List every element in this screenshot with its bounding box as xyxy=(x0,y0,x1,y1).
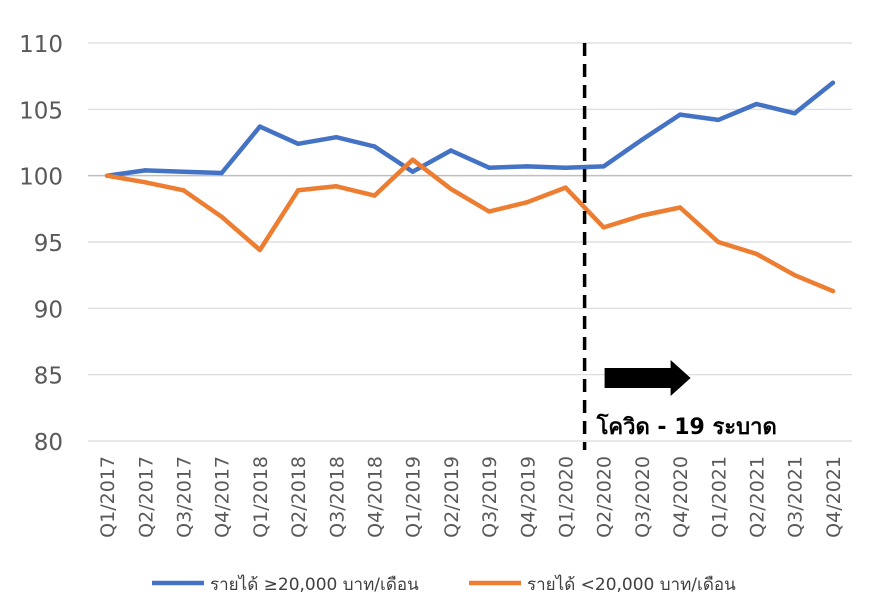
data-point xyxy=(754,101,759,107)
data-point xyxy=(792,111,797,116)
x-tick-label: Q3/2020 xyxy=(632,456,654,538)
x-tick-label: Q4/2021 xyxy=(823,456,845,538)
y-tick-label: 110 xyxy=(19,32,63,58)
data-point xyxy=(716,117,721,123)
data-point xyxy=(219,170,224,176)
x-tick-label: Q1/2017 xyxy=(97,456,119,538)
x-tick-label: Q3/2021 xyxy=(785,456,807,538)
legend: รายได้ ≥20,000 บาท/เดือน รายได้ <20,000 บ… xyxy=(152,574,736,595)
y-tick-label: 105 xyxy=(19,98,63,124)
data-point xyxy=(410,157,415,162)
data-point xyxy=(754,251,759,257)
data-point xyxy=(104,173,110,178)
x-tick-label: Q2/2021 xyxy=(747,456,769,538)
data-point xyxy=(830,80,836,86)
data-point xyxy=(677,205,683,210)
data-point xyxy=(181,169,186,174)
data-point xyxy=(716,239,721,245)
data-point xyxy=(830,288,836,294)
data-point xyxy=(181,188,186,193)
data-point xyxy=(563,165,568,170)
y-tick-label: 100 xyxy=(19,165,63,191)
legend-label: รายได้ ≥20,000 บาท/เดือน xyxy=(210,574,419,595)
x-tick-label: Q1/2020 xyxy=(556,456,578,538)
data-point xyxy=(563,185,568,190)
data-point xyxy=(601,225,606,230)
x-tick-label: Q4/2017 xyxy=(212,456,234,538)
y-tick-label: 90 xyxy=(34,297,63,323)
data-point xyxy=(601,164,606,169)
data-point xyxy=(486,165,492,170)
data-point xyxy=(448,186,454,192)
covid-annotation: โควิด - 19 ระบาด xyxy=(582,43,777,450)
x-tick-label: Q1/2021 xyxy=(708,456,730,538)
data-point xyxy=(334,184,339,189)
series-line-0 xyxy=(104,80,836,178)
data-point xyxy=(525,200,530,205)
data-point xyxy=(372,144,377,149)
x-tick-label: Q2/2020 xyxy=(594,456,616,538)
data-point xyxy=(372,193,377,198)
x-tick-label: Q1/2018 xyxy=(250,456,272,538)
data-point xyxy=(295,188,301,193)
x-tick-label: Q3/2019 xyxy=(479,456,501,538)
series-layer xyxy=(104,80,836,294)
data-point xyxy=(257,247,263,253)
y-tick-label: 95 xyxy=(34,231,63,257)
right-arrow-icon xyxy=(604,360,691,396)
data-point xyxy=(143,180,148,185)
data-point xyxy=(295,141,301,147)
data-point xyxy=(257,124,263,129)
x-tick-label: Q4/2019 xyxy=(517,456,539,538)
y-tick-label: 80 xyxy=(34,430,63,456)
x-tick-label: Q2/2019 xyxy=(441,456,463,538)
data-point xyxy=(410,169,415,174)
data-point xyxy=(219,214,224,219)
x-tick-label: Q3/2017 xyxy=(174,456,196,538)
x-tick-label: Q2/2017 xyxy=(135,456,157,538)
data-point xyxy=(677,112,683,117)
series-line-1 xyxy=(104,157,836,294)
legend-label: รายได้ <20,000 บาท/เดือน xyxy=(527,574,736,595)
data-point xyxy=(792,272,797,278)
x-tick-label: Q4/2020 xyxy=(670,456,692,538)
x-tick-label: Q1/2019 xyxy=(403,456,425,538)
data-point xyxy=(639,137,645,143)
data-point xyxy=(639,213,645,218)
x-axis-ticks: Q1/2017 Q2/2017 Q3/2017 Q4/2017 Q1/2018 Q2/20… xyxy=(97,456,845,538)
x-tick-label: Q4/2018 xyxy=(365,456,387,538)
x-tick-label: Q2/2018 xyxy=(288,456,310,538)
y-tick-label: 85 xyxy=(34,364,63,390)
data-point xyxy=(448,148,454,153)
grid-layer xyxy=(88,42,852,442)
data-point xyxy=(334,134,339,140)
data-point xyxy=(486,209,492,214)
covid-annotation-label: โควิด - 19 ระบาด xyxy=(596,413,777,440)
data-point xyxy=(525,164,530,169)
y-axis-ticks: 80 85 90 95 100 105 110 xyxy=(19,32,63,456)
x-tick-label: Q3/2018 xyxy=(326,456,348,538)
data-point xyxy=(143,168,148,173)
